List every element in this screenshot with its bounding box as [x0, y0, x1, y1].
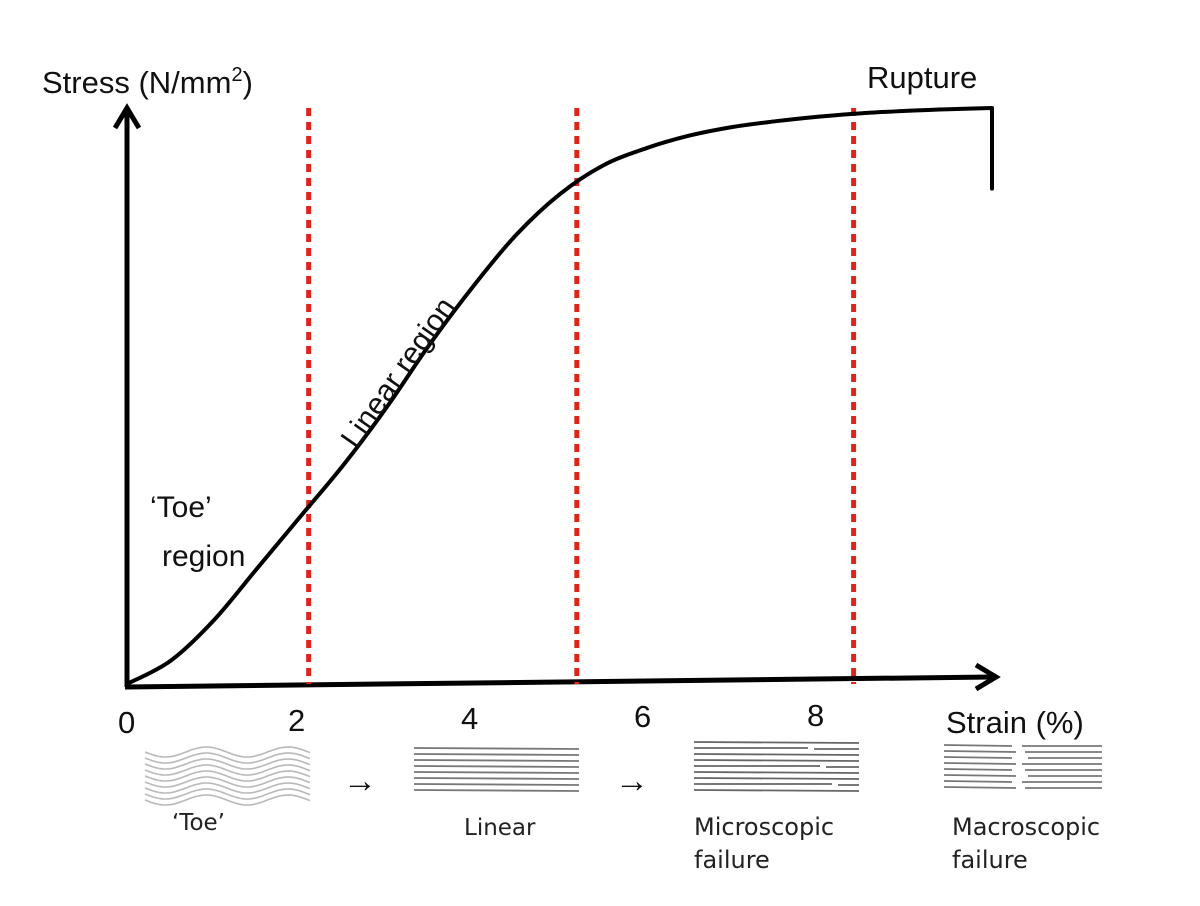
wavy-fiber	[144, 794, 311, 806]
y-axis-arrowhead	[112, 103, 142, 130]
region-boundaries	[306, 108, 857, 684]
wavy-fiber	[144, 758, 311, 770]
wavy-fiber	[144, 752, 311, 764]
straight-fiber	[413, 747, 580, 750]
fiber-segment	[693, 771, 860, 774]
fiber-segment	[943, 762, 1017, 765]
stage-toe-icon	[144, 746, 311, 806]
stage-macro-label-line2: failure	[952, 846, 1028, 874]
fiber-segment	[943, 780, 1013, 783]
straight-fiber	[413, 771, 580, 774]
x-tick-label: 8	[807, 698, 824, 733]
stage-linear-label: Linear	[464, 815, 536, 841]
fiber-segment	[943, 786, 1017, 789]
fiber-segment	[693, 753, 860, 756]
straight-fiber	[413, 759, 580, 762]
rupture-label: Rupture	[867, 60, 977, 95]
wavy-fiber	[144, 782, 311, 794]
fiber-segment	[943, 744, 1013, 747]
x-tick-label: 0	[118, 705, 135, 740]
wavy-fiber	[144, 788, 311, 800]
straight-fiber	[413, 765, 580, 768]
x-tick-label: 4	[461, 701, 478, 736]
straight-fiber	[413, 753, 580, 756]
stage-micro-label-line2: failure	[694, 846, 770, 874]
toe-region-label-line1: ‘Toe’	[150, 491, 212, 524]
straight-fiber	[413, 777, 580, 780]
stage-macro-label-line1: Macroscopic	[952, 813, 1100, 841]
straight-fiber	[413, 783, 580, 786]
stress-strain-curve	[125, 106, 994, 686]
fiber-segment	[943, 750, 1017, 753]
stage-micro-label-line1: Microscopic	[694, 813, 834, 841]
wavy-fiber	[144, 746, 311, 758]
stage-linear-icon	[413, 747, 580, 792]
stage-toe-label: ‘Toe’	[172, 810, 225, 836]
x-axis-arrowhead	[974, 662, 1001, 692]
fiber-segment	[943, 774, 1017, 777]
stage-macro-failure-icon	[943, 744, 1102, 789]
fiber-segment	[693, 777, 860, 780]
y-axis-label-sup: 2	[231, 64, 242, 86]
y-axis-label: Stress (N/mm2)	[42, 64, 253, 100]
x-axis	[124, 674, 993, 690]
fiber-segment	[943, 756, 1013, 759]
fiber-segment	[693, 759, 860, 762]
wavy-fiber	[144, 770, 311, 782]
toe-region-label-line2: region	[162, 540, 245, 573]
x-tick-labels: 0 2 4 6 8	[118, 698, 824, 740]
x-tick-label: 2	[288, 703, 305, 738]
fiber-segment	[693, 789, 860, 792]
fiber-segment	[943, 768, 1013, 771]
x-tick-label: 6	[634, 699, 651, 734]
wavy-fiber	[144, 776, 311, 788]
stage-micro-failure-icon	[693, 741, 860, 792]
x-axis-label: Strain (%)	[946, 705, 1084, 740]
straight-fiber	[413, 789, 580, 792]
fiber-segment	[693, 741, 860, 744]
wavy-fiber	[144, 764, 311, 776]
stage-arrow-1: →	[343, 762, 377, 800]
stage-arrow-2: →	[615, 762, 649, 800]
linear-region-label: Linear region	[335, 292, 462, 454]
